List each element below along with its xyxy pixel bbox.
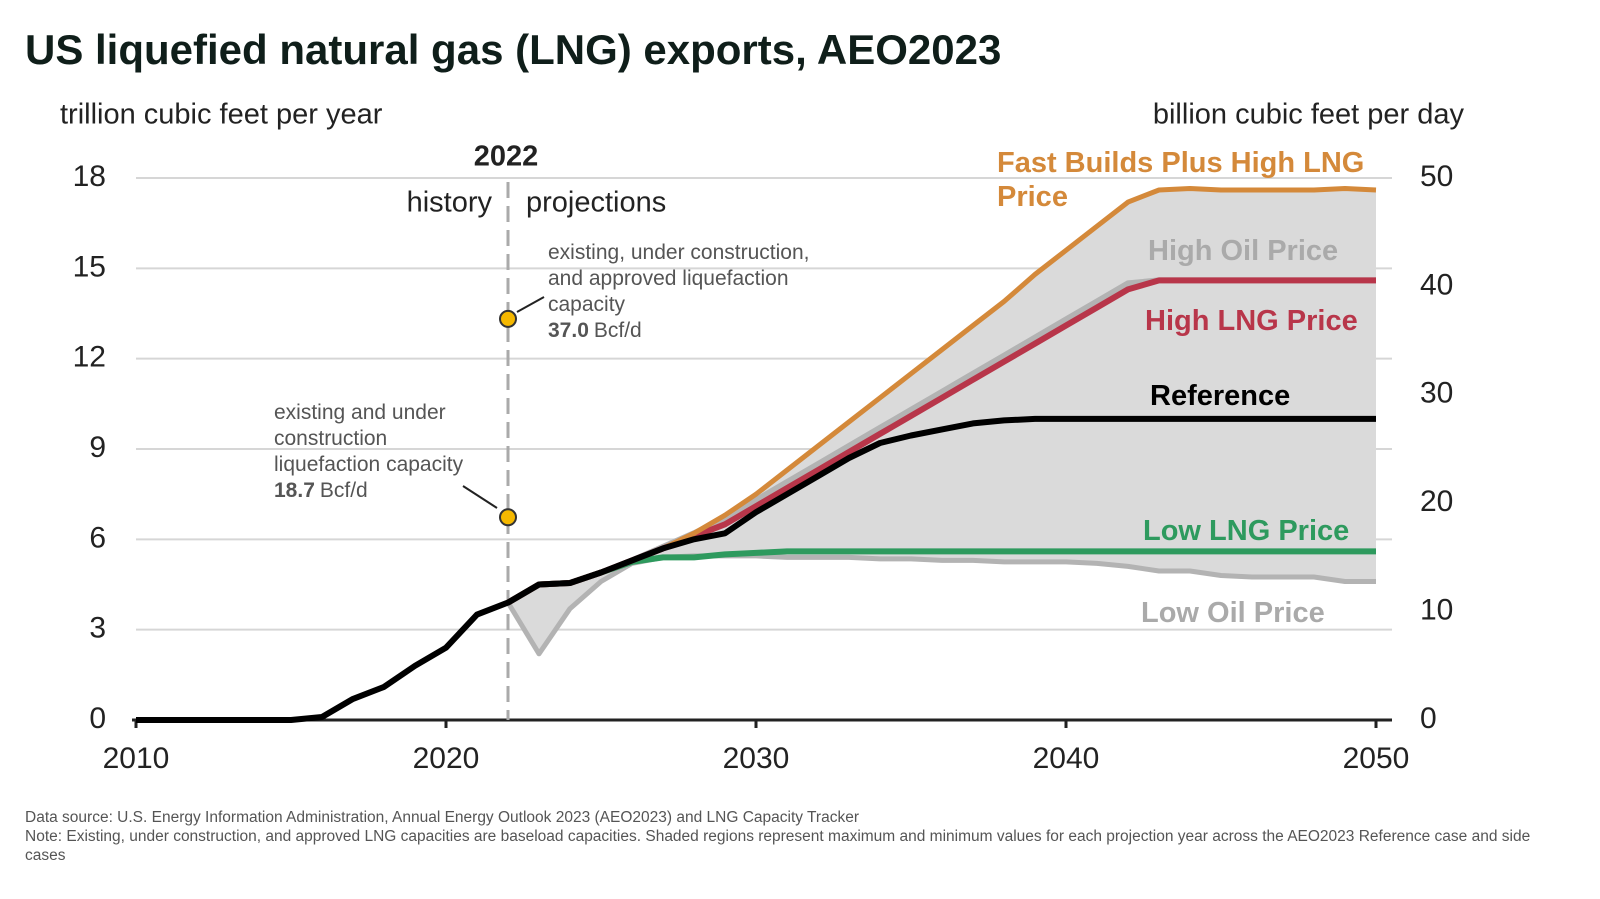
x-tick-label: 2040 (1033, 742, 1100, 775)
series-label: High Oil Price (1148, 235, 1339, 267)
series-label: Fast Builds Plus High LNG Price (997, 147, 1365, 213)
footnote: Data source: U.S. Energy Information Adm… (25, 809, 859, 826)
footnote: Note: Existing, under construction, and … (25, 828, 1531, 864)
y-tick-label: 12 (73, 341, 106, 374)
y-tick-label: 3 (89, 612, 106, 645)
series-label: Reference (1150, 380, 1291, 412)
capacity-unit: Bcf/d (319, 479, 368, 502)
note-line: capacity (548, 293, 626, 316)
note-line: liquefaction capacity (274, 453, 464, 476)
divider-year: 2022 (474, 141, 539, 173)
y2-tick-label: 30 (1420, 377, 1453, 410)
leader-line (516, 296, 545, 313)
capacity-value-label: 37.0 (548, 319, 589, 342)
series-label: Low Oil Price (1141, 597, 1325, 629)
range-band (508, 188, 1376, 654)
x-tick-label: 2050 (1343, 742, 1410, 775)
chart-title: US liquefied natural gas (LNG) exports, … (25, 26, 1002, 73)
projections-label: projections (526, 187, 666, 219)
y2-tick-label: 50 (1420, 160, 1453, 193)
series-label: Low LNG Price (1143, 515, 1350, 547)
capacity-value: 37.0 Bcf/d (548, 318, 809, 344)
note-line: and approved liquefaction (548, 267, 789, 290)
note-line: construction (274, 427, 388, 450)
y-tick-label: 15 (73, 250, 106, 283)
capacity-point (499, 309, 517, 328)
x-tick-label: 2020 (413, 742, 480, 775)
x-tick-label: 2010 (103, 742, 170, 775)
y2-tick-label: 10 (1420, 594, 1453, 627)
y2-tick-label: 0 (1420, 702, 1437, 735)
series-label: High LNG Price (1145, 305, 1358, 337)
capacity-point (499, 508, 517, 527)
y-tick-label: 9 (89, 431, 106, 464)
y-tick-label: 0 (89, 702, 106, 735)
y-axis-title: trillion cubic feet per year (60, 99, 383, 131)
capacity-note: existing, under construction, and approve… (548, 240, 809, 344)
y2-axis-title: billion cubic feet per day (1153, 99, 1465, 131)
note-line: existing, under construction, (548, 241, 810, 264)
y-tick-label: 6 (89, 521, 106, 554)
capacity-value: 18.7 Bcf/d (274, 478, 463, 504)
y2-tick-label: 20 (1420, 485, 1453, 518)
capacity-value-label: 18.7 (274, 479, 315, 502)
capacity-note: existing and under construction liquefacti… (274, 400, 463, 504)
y-tick-label: 18 (73, 160, 106, 193)
note-line: existing and under (274, 401, 446, 424)
x-tick-label: 2030 (723, 742, 790, 775)
leader-line (462, 485, 498, 509)
history-label: history (407, 187, 493, 219)
capacity-unit: Bcf/d (593, 319, 642, 342)
y2-tick-label: 40 (1420, 268, 1453, 301)
series-line (506, 548, 1376, 606)
series-line (136, 415, 1376, 723)
